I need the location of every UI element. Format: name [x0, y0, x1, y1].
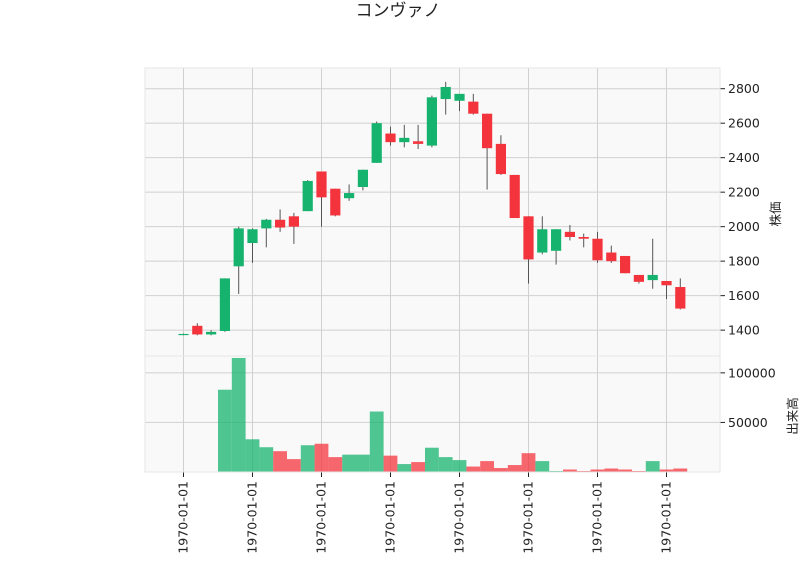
x-tick-label: 1970-01-01 [245, 481, 260, 554]
volume-bar-up [397, 464, 412, 472]
candle-body-down [275, 219, 286, 228]
volume-bar-down [411, 462, 425, 472]
candle-body-down [192, 325, 203, 335]
price-tick-label: 2800 [728, 81, 760, 96]
chart-title: コンヴァノ [356, 1, 441, 21]
candle-body-down [592, 238, 603, 261]
candle-body-up [261, 219, 272, 229]
volume-bar-down [480, 461, 494, 472]
x-tick-label: 1970-01-01 [452, 481, 467, 554]
candle-body-up [206, 331, 217, 335]
candle-body-up [440, 86, 451, 100]
candle-body-down [564, 231, 575, 238]
volume-bar-down [604, 468, 619, 472]
candle-body-up [219, 278, 230, 331]
volume-bar-down [521, 453, 536, 472]
candle-body-down [509, 174, 520, 219]
x-tick-label: 1970-01-01 [314, 481, 329, 554]
candle-body-down [633, 274, 644, 282]
volume-bar-down [383, 455, 398, 472]
x-tick-label: 1970-01-01 [176, 481, 191, 554]
x-tick-label: 1970-01-01 [383, 481, 398, 554]
volume-tick-label: 50000 [728, 415, 768, 430]
volume-bar-up [452, 460, 467, 472]
candle-body-up [454, 93, 465, 101]
x-tick-label: 1970-01-01 [659, 481, 674, 554]
volume-bar-down [273, 451, 287, 472]
volume-axis-label: 出来高 [785, 397, 800, 435]
candle-body-down [620, 255, 631, 274]
volume-bar-up [535, 461, 550, 472]
candle-body-up [371, 123, 382, 163]
price-tick-label: 2400 [728, 150, 760, 165]
candle-body-down [468, 101, 479, 114]
candle-body-down [316, 171, 327, 198]
candle-body-down [495, 143, 506, 175]
candle-body-down [330, 188, 341, 216]
candle-body-down [578, 237, 589, 239]
x-tick-label: 1970-01-01 [521, 481, 536, 554]
volume-bar-down [659, 469, 674, 472]
volume-panel-border [144, 355, 721, 473]
candle-body-up [426, 97, 437, 146]
volume-bar-down [507, 465, 522, 472]
candle-body-down [482, 113, 493, 149]
volume-bar-up [231, 357, 246, 472]
volume-bar-up [218, 389, 232, 472]
volume-bar-up [300, 445, 315, 472]
candle-body-down [288, 216, 299, 227]
volume-bar-down [314, 443, 329, 472]
volume-bar-down [287, 459, 301, 472]
volume-bar-up [645, 461, 660, 472]
volume-bar-up [245, 439, 260, 472]
candle-body-down [385, 133, 396, 143]
volume-bar-up [438, 457, 453, 472]
candle-body-down [413, 141, 424, 144]
volume-bar-up [342, 454, 356, 472]
volume-bar-up [356, 454, 370, 472]
price-tick-label: 2000 [728, 219, 760, 234]
candle-body-up [357, 169, 368, 187]
volume-panel: 1970-01-01 1970-01-01 1970-01-01 1970-01-01… [144, 355, 776, 554]
candle-body-up [647, 274, 658, 281]
candle-body-up [344, 193, 355, 199]
volume-bar-down [494, 468, 508, 472]
x-tick-label: 1970-01-01 [590, 481, 605, 554]
candle-body-up [178, 333, 189, 336]
candle-body-down [661, 280, 672, 286]
candle-body-down [675, 287, 686, 309]
price-tick-label: 1400 [728, 323, 760, 338]
price-panel: 1400 1600 1800 2000 2200 2400 2600 2800 [144, 67, 760, 357]
price-tick-label: 1600 [728, 288, 760, 303]
volume-bar-down [590, 469, 605, 472]
volume-bar-up [369, 411, 384, 472]
volume-bar-up [259, 447, 274, 472]
candle-body-down [606, 252, 617, 262]
volume-bar-up [425, 447, 439, 472]
price-tick-label: 2600 [728, 116, 760, 131]
price-axis-label: 株価 [768, 201, 783, 226]
candle-body-up [233, 228, 244, 267]
candle-body-down [523, 216, 534, 260]
volume-bar-down [618, 469, 632, 472]
candle-body-up [247, 229, 258, 244]
candle-body-up [302, 180, 313, 212]
volume-bar-down [563, 469, 577, 472]
price-tick-label: 1800 [728, 254, 760, 269]
candle-body-up [399, 137, 410, 143]
volume-bar-down [328, 457, 343, 472]
volume-bar-down [466, 466, 481, 472]
candle-body-up [537, 229, 548, 253]
candle-body-up [551, 229, 562, 251]
volume-bar-down [673, 468, 688, 472]
price-tick-label: 2200 [728, 185, 760, 200]
volume-tick-label: 100000 [728, 365, 776, 380]
